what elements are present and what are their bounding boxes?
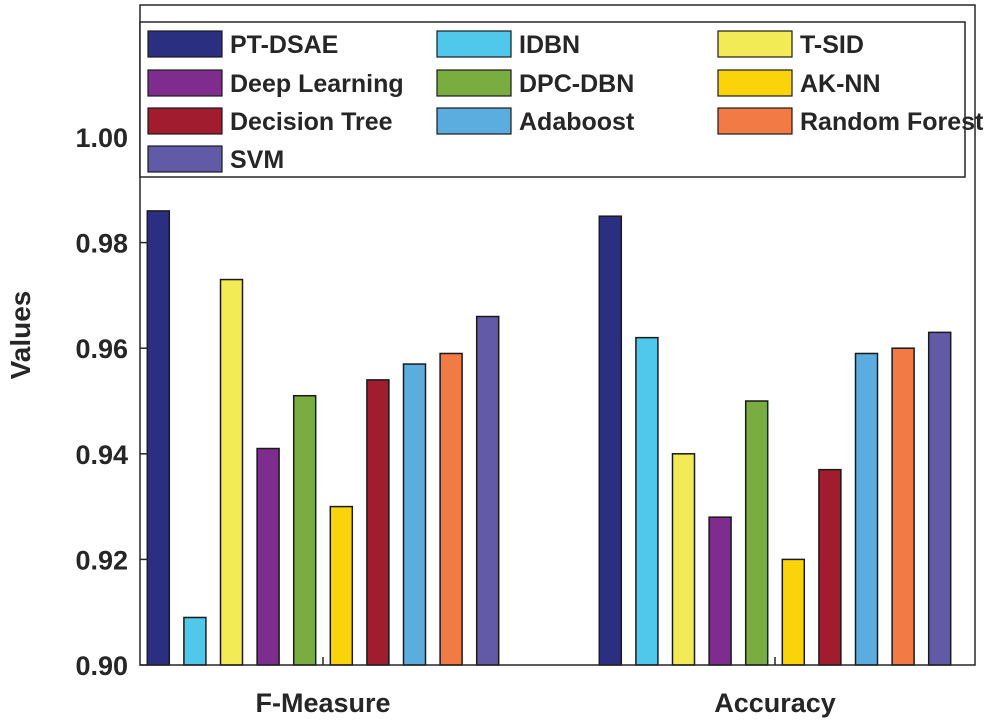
bar-deep-learning-accuracy <box>708 516 732 666</box>
y-tick-label: 1.00 <box>75 123 128 153</box>
x-tick-label: Accuracy <box>714 688 836 718</box>
legend-label: Deep Learning <box>230 70 404 98</box>
y-tick-label: 0.92 <box>75 545 128 575</box>
bar-svm-f-measure <box>475 315 500 666</box>
bar-t-sid-f-measure <box>219 278 244 666</box>
bar-ak-nn-accuracy <box>781 558 806 666</box>
legend-swatch <box>717 107 793 135</box>
bar-adaboost-accuracy <box>854 352 879 666</box>
bar-deep-learning-f-measure <box>256 447 280 666</box>
legend-swatch <box>436 107 512 135</box>
legend-swatch <box>147 30 223 58</box>
legend-swatch <box>147 107 223 135</box>
legend-label: Decision Tree <box>230 108 393 136</box>
bar-dpc-dbn-accuracy <box>744 400 769 666</box>
bar-decision-tree-f-measure <box>366 379 390 666</box>
bar-random-forest-f-measure <box>439 352 463 666</box>
legend-label: IDBN <box>519 31 580 59</box>
bar-pt-dsae-accuracy <box>598 215 623 666</box>
bar-adaboost-f-measure <box>402 363 427 666</box>
y-tick-label: 0.98 <box>75 229 128 259</box>
axes-box <box>139 4 976 666</box>
y-tick-label: 0.94 <box>75 440 128 470</box>
legend-label: SVM <box>230 146 284 174</box>
legend-swatch <box>436 30 512 58</box>
legend-swatch <box>147 69 223 97</box>
legend-swatch <box>717 30 793 58</box>
legend-label: T-SID <box>800 31 864 59</box>
bar-ak-nn-f-measure <box>329 505 354 666</box>
y-axis-label: Values <box>5 291 36 380</box>
legend-swatch <box>436 69 512 97</box>
bar-dpc-dbn-f-measure <box>292 394 317 666</box>
bar-random-forest-accuracy <box>891 347 915 666</box>
legend-swatch <box>717 69 793 97</box>
bar-idbn-accuracy <box>635 336 659 666</box>
legend-swatch <box>147 145 223 173</box>
y-tick-label: 0.96 <box>75 334 128 364</box>
legend-label: PT-DSAE <box>230 31 338 59</box>
y-tick-label: 0.90 <box>75 651 128 681</box>
bar-pt-dsae-f-measure <box>146 210 171 666</box>
bar-svm-accuracy <box>927 331 952 666</box>
legend-label: DPC-DBN <box>519 70 634 98</box>
bar-decision-tree-accuracy <box>818 468 842 666</box>
bar-idbn-f-measure <box>183 616 207 666</box>
legend-label: Random Forest <box>800 108 984 136</box>
bar-t-sid-accuracy <box>671 453 696 666</box>
legend: PT-DSAE IDBN T-SID Deep Learning DPC-DBN AK-N… <box>139 21 984 178</box>
x-tick-label: F-Measure <box>255 688 390 718</box>
legend-label: Adaboost <box>519 108 635 136</box>
legend-label: AK-NN <box>800 70 881 98</box>
